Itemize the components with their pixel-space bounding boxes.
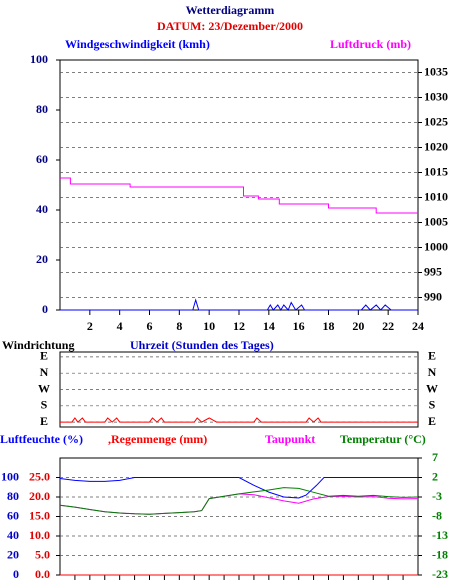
y-tick-label: 1020 (424, 139, 448, 153)
y-tick-label: 60 (36, 152, 48, 166)
y-tick-label: 20.0 (29, 489, 50, 503)
x-tick-label: 14 (263, 319, 275, 333)
y-category-label: W (426, 381, 438, 395)
x-tick-label: 16 (293, 319, 305, 333)
y-tick-label: 25.0 (29, 469, 50, 483)
y-tick-label: 0 (42, 302, 48, 316)
y-tick-label: 1000 (424, 239, 448, 253)
y-tick-label: 1005 (424, 214, 448, 228)
series-line (60, 417, 418, 423)
x-tick-label: 2 (87, 319, 93, 333)
y-tick-label: 2 (432, 469, 438, 483)
y-tick-label: 80 (7, 489, 19, 503)
y-tick-label: 100 (30, 52, 48, 66)
y-category-label: E (428, 414, 436, 428)
x-axis-label: Uhrzeit (Stunden des Tages) (130, 338, 274, 352)
title: Wetterdiagramm (186, 3, 275, 17)
y-tick-label: 15.0 (29, 508, 50, 522)
y-category-label: S (41, 398, 48, 412)
y-category-label: E (428, 349, 436, 363)
y-tick-label: 20 (36, 252, 48, 266)
y-tick-label: 80 (36, 102, 48, 116)
plot-frame (59, 457, 419, 576)
y-tick-label: 60 (7, 508, 19, 522)
y-tick-label: 40 (7, 528, 19, 542)
series-line (60, 298, 418, 311)
y-category-label: E (40, 414, 48, 428)
series-label: Windgeschwindigkeit (kmh) (65, 37, 210, 51)
series-line (59, 493, 419, 515)
series-label: Windrichtung (2, 338, 74, 352)
y-tick-label: 1015 (424, 164, 448, 178)
plot-frame (59, 351, 419, 428)
y-tick-label: 100 (1, 469, 19, 483)
y-tick-label: 0 (13, 567, 19, 581)
y-tick-label: 5.0 (35, 547, 50, 561)
x-tick-label: 18 (323, 319, 335, 333)
y-tick-label: -18 (432, 547, 448, 561)
series-label: Luftfeuchte (%) (0, 432, 83, 446)
y-category-label: W (38, 381, 50, 395)
y-tick-label: 40 (36, 202, 48, 216)
plot-frame (59, 59, 419, 311)
y-category-label: N (40, 365, 49, 379)
y-tick-label: 7 (432, 450, 438, 464)
series-line (59, 477, 418, 499)
y-tick-label: 1010 (424, 189, 448, 203)
x-tick-label: 24 (412, 319, 424, 333)
y-tick-label: -13 (432, 528, 448, 542)
y-tick-label: 0.0 (35, 567, 50, 581)
x-tick-label: 6 (147, 319, 153, 333)
y-tick-label: 990 (424, 289, 442, 303)
y-category-label: E (40, 349, 48, 363)
y-tick-label: -8 (432, 508, 442, 522)
subtitle: DATUM: 23/Dezember/2000 (157, 19, 303, 33)
y-tick-label: 10.0 (29, 528, 50, 542)
series-line (60, 177, 418, 214)
x-tick-label: 10 (203, 319, 215, 333)
y-tick-label: 1035 (424, 64, 448, 78)
y-category-label: N (428, 365, 437, 379)
series-line (59, 487, 419, 515)
y-category-label: S (429, 398, 436, 412)
x-tick-label: 20 (352, 319, 364, 333)
series-label: Temperatur (°C) (340, 432, 426, 446)
series-label: ,Regenmenge (mm) (108, 432, 207, 446)
series-label: Taupunkt (265, 432, 315, 446)
x-tick-label: 8 (176, 319, 182, 333)
y-tick-label: -23 (432, 567, 448, 581)
y-tick-label: 20 (7, 547, 19, 561)
y-tick-label: 1030 (424, 89, 448, 103)
y-tick-label: 1025 (424, 114, 448, 128)
x-tick-label: 12 (233, 319, 245, 333)
x-tick-label: 22 (382, 319, 394, 333)
y-tick-label: -3 (432, 489, 442, 503)
x-tick-label: 4 (117, 319, 123, 333)
y-tick-label: 995 (424, 264, 442, 278)
series-label: Luftdruck (mb) (330, 37, 411, 51)
